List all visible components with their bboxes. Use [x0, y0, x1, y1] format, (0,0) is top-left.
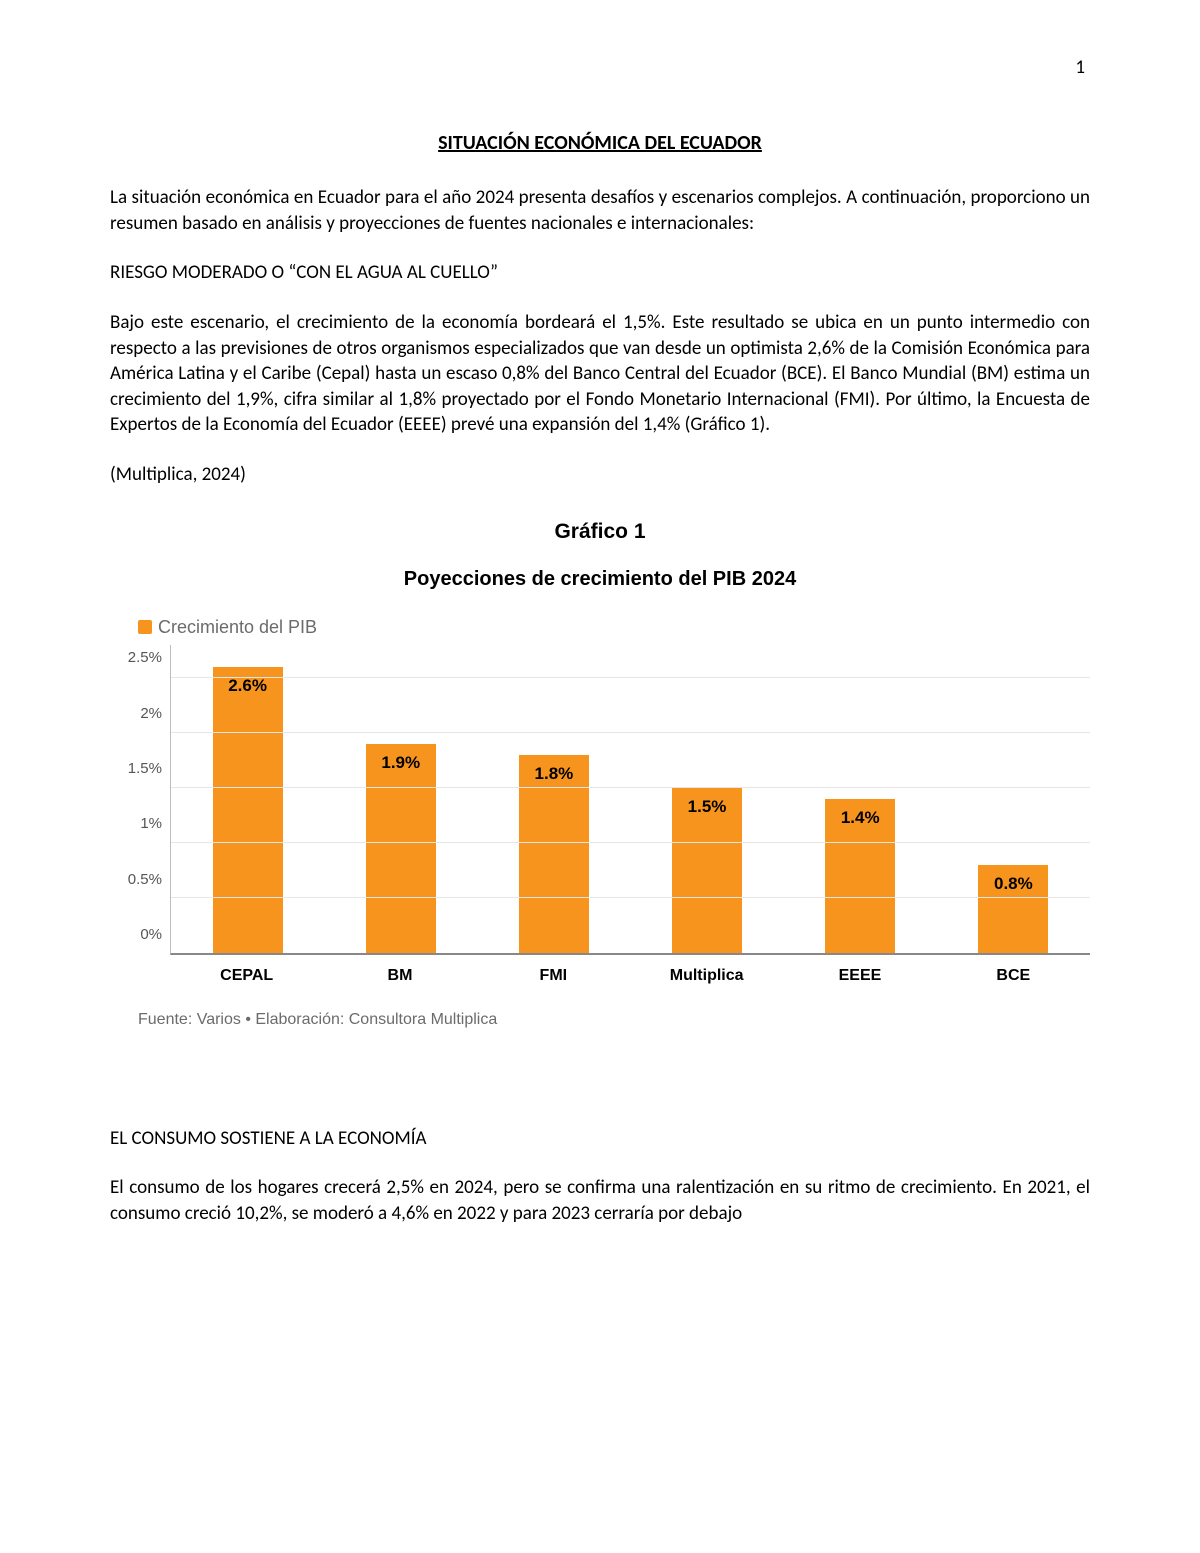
- chart-container: Crecimiento del PIB 0% 0.5% 1% 1.5% 2% 2.5% 2…: [110, 615, 1090, 1030]
- bars-group: 2.6% 1.9% 1.8% 1.5% 1.4% 0.8%: [171, 645, 1090, 953]
- paragraph-risk: Bajo este escenario, el crecimiento de l…: [110, 310, 1090, 438]
- bar-column: 0.8%: [937, 645, 1090, 953]
- intro-paragraph: La situación económica en Ecuador para e…: [110, 185, 1090, 236]
- y-tick: 0.5%: [128, 870, 162, 890]
- bar-column: 1.9%: [324, 645, 477, 953]
- y-tick: 2.5%: [128, 648, 162, 668]
- bar-value-label: 1.4%: [841, 807, 880, 830]
- gridline: [171, 787, 1090, 788]
- chart-subtitle: Poyecciones de crecimiento del PIB 2024: [110, 566, 1090, 593]
- y-tick: 0%: [140, 925, 162, 945]
- x-axis-labels: CEPALBMFMIMultiplicaEEEEBCE: [170, 965, 1090, 987]
- legend-label: Crecimiento del PIB: [158, 615, 317, 639]
- section-heading-consumption: EL CONSUMO SOSTIENE A LA ECONOMÍA: [110, 1126, 1090, 1152]
- chart-body: 0% 0.5% 1% 1.5% 2% 2.5% 2.6% 1.9% 1.8% 1.5% 1.4% 0…: [110, 645, 1090, 955]
- bar: 1.8%: [519, 755, 589, 953]
- x-axis-label: BM: [323, 965, 476, 987]
- x-axis-label: CEPAL: [170, 965, 323, 987]
- chart-plot-area: 2.6% 1.9% 1.8% 1.5% 1.4% 0.8%: [170, 645, 1090, 955]
- section-heading-risk: RIESGO MODERADO O “CON EL AGUA AL CUELLO…: [110, 260, 1090, 286]
- y-tick: 1%: [140, 814, 162, 834]
- bar-column: 2.6%: [171, 645, 324, 953]
- y-tick: 1.5%: [128, 759, 162, 779]
- bar-column: 1.8%: [477, 645, 630, 953]
- gridline: [171, 677, 1090, 678]
- chart-heading: Gráfico 1: [110, 518, 1090, 546]
- x-axis-label: EEEE: [783, 965, 936, 987]
- gridline: [171, 897, 1090, 898]
- page-number: 1: [1075, 55, 1085, 81]
- bar-column: 1.5%: [631, 645, 784, 953]
- bar: 2.6%: [213, 667, 283, 953]
- bar: 1.5%: [672, 788, 742, 953]
- bar-value-label: 1.9%: [381, 752, 420, 775]
- bar: 1.4%: [825, 799, 895, 953]
- x-axis-label: Multiplica: [630, 965, 783, 987]
- paragraph-consumption: El consumo de los hogares crecerá 2,5% e…: [110, 1175, 1090, 1226]
- document-title: SITUACIÓN ECONÓMICA DEL ECUADOR: [110, 130, 1090, 157]
- x-axis-label: FMI: [477, 965, 630, 987]
- citation: (Multiplica, 2024): [110, 462, 1090, 488]
- legend-swatch-icon: [138, 620, 152, 634]
- gridline: [171, 732, 1090, 733]
- bar-column: 1.4%: [784, 645, 937, 953]
- chart-source: Fuente: Varios • Elaboración: Consultora…: [138, 1009, 1090, 1031]
- x-axis-label: BCE: [937, 965, 1090, 987]
- bar-value-label: 2.6%: [228, 675, 267, 698]
- chart-legend: Crecimiento del PIB: [138, 615, 1090, 639]
- y-tick: 2%: [140, 704, 162, 724]
- bar: 1.9%: [366, 744, 436, 953]
- bar: 0.8%: [978, 865, 1048, 953]
- bar-value-label: 1.8%: [535, 763, 574, 786]
- y-axis: 0% 0.5% 1% 1.5% 2% 2.5%: [110, 645, 170, 955]
- bar-value-label: 0.8%: [994, 873, 1033, 896]
- bar-value-label: 1.5%: [688, 796, 727, 819]
- gridline: [171, 842, 1090, 843]
